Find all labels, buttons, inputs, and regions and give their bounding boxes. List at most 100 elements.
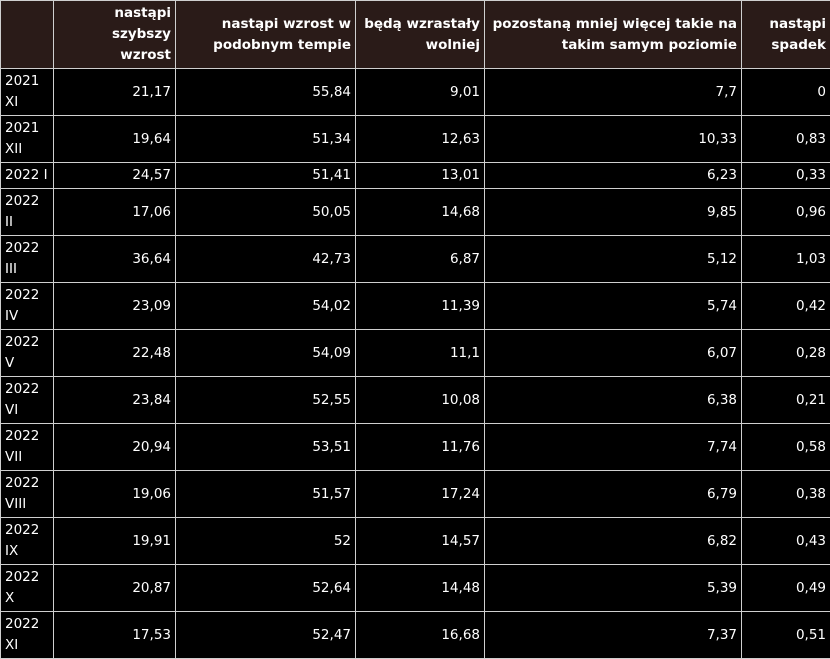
same-level-cell: 5,39 <box>485 565 742 612</box>
decrease-cell: 0,28 <box>742 330 830 377</box>
slower-growth-cell: 11,76 <box>356 424 485 471</box>
faster-growth-cell: 17,53 <box>54 612 176 659</box>
slower-growth-cell: 17,24 <box>356 471 485 518</box>
period-cell: 2022 III <box>1 236 54 283</box>
similar-growth-cell: 50,05 <box>176 189 356 236</box>
faster-growth-cell: 20,87 <box>54 565 176 612</box>
same-level-cell: 6,82 <box>485 518 742 565</box>
similar-growth-cell: 52,47 <box>176 612 356 659</box>
decrease-cell: 0,51 <box>742 612 830 659</box>
similar-growth-cell: 54,02 <box>176 283 356 330</box>
period-cell: 2021 XII <box>1 116 54 163</box>
same-level-cell: 5,74 <box>485 283 742 330</box>
period-cell: 2022 VIII <box>1 471 54 518</box>
faster-growth-cell: 19,91 <box>54 518 176 565</box>
faster-growth-cell: 19,06 <box>54 471 176 518</box>
slower-growth-cell: 10,08 <box>356 377 485 424</box>
faster-growth-cell: 20,94 <box>54 424 176 471</box>
same-level-cell: 7,7 <box>485 69 742 116</box>
slower-growth-cell: 11,1 <box>356 330 485 377</box>
table-header: nastąpi szybszy wzrost nastąpi wzrost w … <box>1 1 830 69</box>
decrease-cell: 0,58 <box>742 424 830 471</box>
decrease-cell: 0,21 <box>742 377 830 424</box>
period-cell: 2022 II <box>1 189 54 236</box>
slower-growth-cell: 14,48 <box>356 565 485 612</box>
slower-growth-cell: 16,68 <box>356 612 485 659</box>
decrease-cell: 0,33 <box>742 163 830 189</box>
header-row: nastąpi szybszy wzrost nastąpi wzrost w … <box>1 1 830 69</box>
header-corner <box>1 1 54 69</box>
same-level-cell: 6,38 <box>485 377 742 424</box>
faster-growth-cell: 24,57 <box>54 163 176 189</box>
header-same-level: pozostaną mniej więcej takie na takim sa… <box>485 1 742 69</box>
decrease-cell: 0 <box>742 69 830 116</box>
period-cell: 2022 X <box>1 565 54 612</box>
decrease-cell: 0,43 <box>742 518 830 565</box>
period-cell: 2022 XI <box>1 612 54 659</box>
slower-growth-cell: 9,01 <box>356 69 485 116</box>
faster-growth-cell: 22,48 <box>54 330 176 377</box>
period-cell: 2022 IX <box>1 518 54 565</box>
decrease-cell: 0,42 <box>742 283 830 330</box>
faster-growth-cell: 19,64 <box>54 116 176 163</box>
same-level-cell: 6,79 <box>485 471 742 518</box>
similar-growth-cell: 51,57 <box>176 471 356 518</box>
similar-growth-cell: 55,84 <box>176 69 356 116</box>
slower-growth-cell: 14,57 <box>356 518 485 565</box>
decrease-cell: 0,49 <box>742 565 830 612</box>
faster-growth-cell: 17,06 <box>54 189 176 236</box>
decrease-cell: 1,03 <box>742 236 830 283</box>
faster-growth-cell: 21,17 <box>54 69 176 116</box>
similar-growth-cell: 53,51 <box>176 424 356 471</box>
period-cell: 2022 IV <box>1 283 54 330</box>
slower-growth-cell: 12,63 <box>356 116 485 163</box>
similar-growth-cell: 52,64 <box>176 565 356 612</box>
faster-growth-cell: 36,64 <box>54 236 176 283</box>
decrease-cell: 0,96 <box>742 189 830 236</box>
same-level-cell: 6,07 <box>485 330 742 377</box>
faster-growth-cell: 23,09 <box>54 283 176 330</box>
period-cell: 2022 VI <box>1 377 54 424</box>
similar-growth-cell: 42,73 <box>176 236 356 283</box>
same-level-cell: 6,23 <box>485 163 742 189</box>
same-level-cell: 7,37 <box>485 612 742 659</box>
slower-growth-cell: 13,01 <box>356 163 485 189</box>
decrease-cell: 0,38 <box>742 471 830 518</box>
same-level-cell: 7,74 <box>485 424 742 471</box>
slower-growth-cell: 6,87 <box>356 236 485 283</box>
period-cell: 2022 VII <box>1 424 54 471</box>
header-faster-growth: nastąpi szybszy wzrost <box>54 1 176 69</box>
faster-growth-cell: 23,84 <box>54 377 176 424</box>
same-level-cell: 10,33 <box>485 116 742 163</box>
slower-growth-cell: 11,39 <box>356 283 485 330</box>
similar-growth-cell: 54,09 <box>176 330 356 377</box>
period-cell: 2021 XI <box>1 69 54 116</box>
similar-growth-cell: 51,41 <box>176 163 356 189</box>
similar-growth-cell: 52,55 <box>176 377 356 424</box>
period-cell: 2022 I <box>1 163 54 189</box>
similar-growth-cell: 52 <box>176 518 356 565</box>
period-cell: 2022 V <box>1 330 54 377</box>
header-similar-growth: nastąpi wzrost w podobnym tempie <box>176 1 356 69</box>
header-decrease: nastąpi spadek <box>742 1 830 69</box>
same-level-cell: 5,12 <box>485 236 742 283</box>
slower-growth-cell: 14,68 <box>356 189 485 236</box>
header-slower-growth: będą wzrastały wolniej <box>356 1 485 69</box>
same-level-cell: 9,85 <box>485 189 742 236</box>
decrease-cell: 0,83 <box>742 116 830 163</box>
